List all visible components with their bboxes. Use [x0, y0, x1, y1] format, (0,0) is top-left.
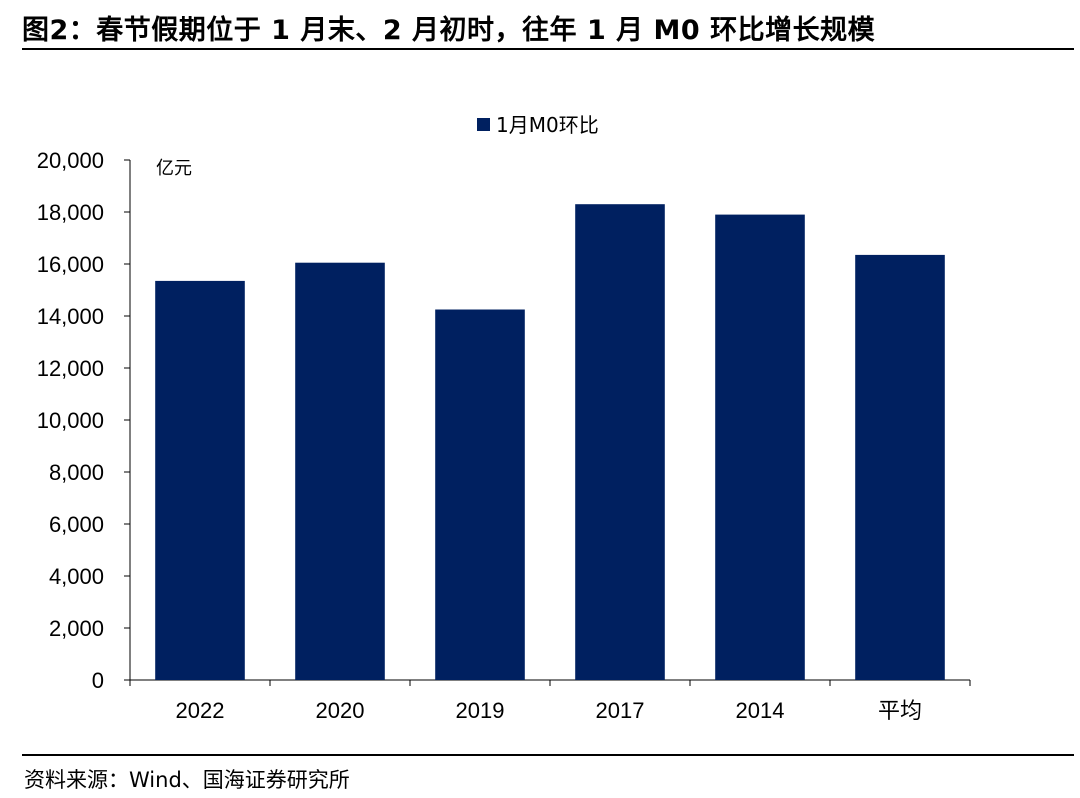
x-tick-label: 2022: [176, 698, 225, 723]
bar-chart: 1月M0环比 亿元 0 2,000 4,000 6,000 8,000 10,000 12,…: [37, 113, 971, 723]
chart-title: 图2：春节假期位于 1 月末、2 月初时，往年 1 月 M0 环比增长规模: [22, 15, 876, 46]
legend: 1月M0环比: [477, 113, 599, 137]
y-tick-label: 16,000: [37, 252, 104, 277]
bar-2017: [575, 204, 665, 680]
y-tick-label: 10,000: [37, 408, 104, 433]
bar-2014: [715, 214, 805, 680]
bar-2020: [295, 262, 385, 680]
legend-swatch: [477, 118, 490, 131]
legend-label: 1月M0环比: [496, 113, 599, 137]
y-axis: 0 2,000 4,000 6,000 8,000 10,000 12,000 14,000 1…: [37, 148, 131, 693]
x-axis: 2022 2020 2019 2017 2014 平均: [129, 679, 971, 723]
y-tick-label: 18,000: [37, 200, 104, 225]
y-tick-label: 2,000: [49, 616, 104, 641]
y-tick-label: 0: [92, 668, 104, 693]
bar-2022: [155, 280, 245, 680]
y-tick-label: 6,000: [49, 512, 104, 537]
source-note: 资料来源：Wind、国海证券研究所: [24, 768, 350, 792]
x-tick-label: 2020: [316, 698, 365, 723]
unit-label: 亿元: [156, 158, 192, 179]
footer-rule: [22, 754, 1074, 756]
y-tick-label: 14,000: [37, 304, 104, 329]
bar-2019: [435, 309, 525, 680]
bar-平均: [855, 254, 945, 680]
bars: [155, 204, 945, 680]
x-tick-label: 2014: [736, 698, 785, 723]
y-tick-label: 8,000: [49, 460, 104, 485]
x-tick-label: 2019: [456, 698, 505, 723]
y-tick-label: 12,000: [37, 356, 104, 381]
y-tick-label: 4,000: [49, 564, 104, 589]
y-tick-label: 20,000: [37, 148, 104, 173]
x-tick-label: 2017: [596, 698, 645, 723]
x-tick-label: 平均: [878, 698, 922, 723]
title-rule: [22, 48, 1074, 50]
